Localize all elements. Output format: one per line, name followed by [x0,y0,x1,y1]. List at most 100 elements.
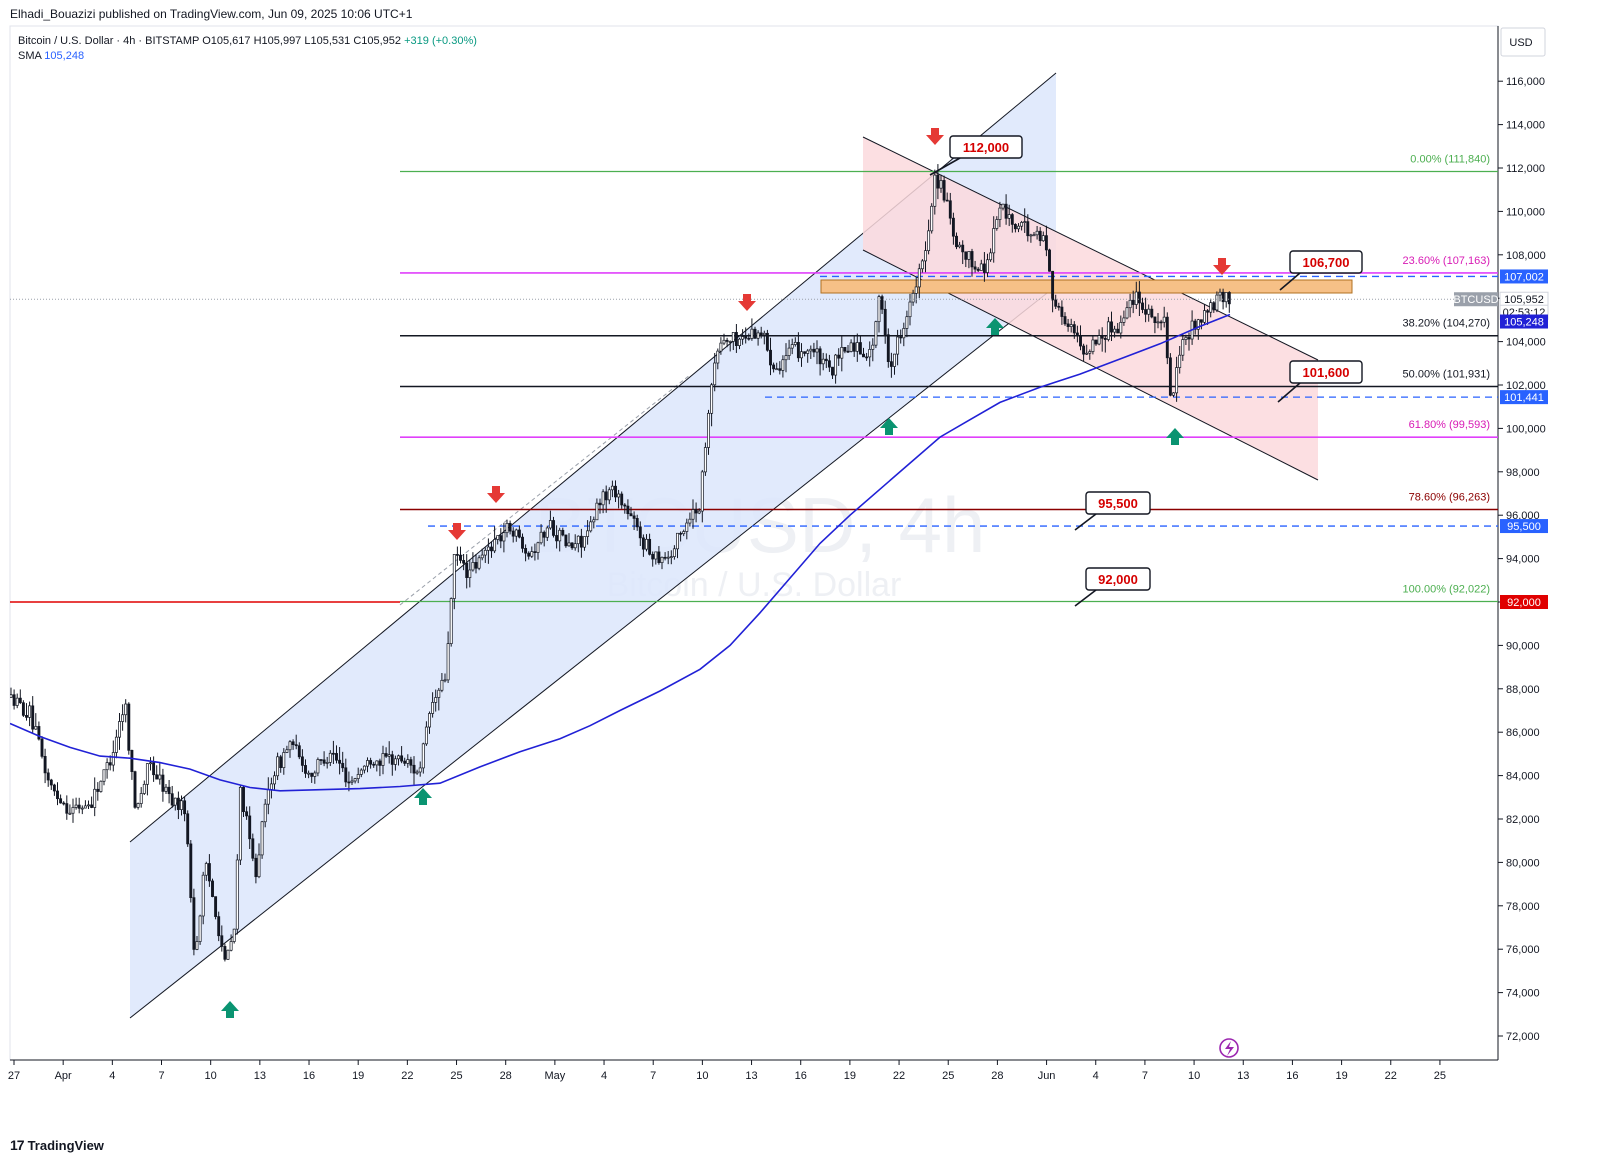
candle-body [955,235,958,248]
candle-body [803,351,807,354]
lightning-icon[interactable] [1219,1038,1239,1058]
candle-body [772,364,776,370]
tradingview-logo-icon: 17 [10,1137,25,1153]
candle-body [902,328,906,339]
candle-body [245,811,249,817]
callout-pointer [929,157,961,176]
green-up-arrow-icon [880,418,898,435]
candle-body [1134,291,1138,305]
candle-body [539,531,543,544]
candle-body [1110,321,1113,333]
candle-body [102,769,106,782]
callout-box [1289,360,1363,384]
candle-body [428,713,431,728]
candle-body [1156,321,1160,324]
candle-body [1196,319,1200,330]
callout-label: 95,500 [1098,496,1138,511]
callout-pointer [1074,513,1097,531]
candle-body [235,859,239,930]
price-callout[interactable]: 112,000 [929,135,1023,176]
candle-body [170,793,174,806]
badge-label: 101,441 [1504,392,1544,404]
fib-level-label: 100.00% (92,022) [1403,584,1490,596]
badge-bg [1500,314,1548,329]
resistance-zone[interactable] [820,279,1353,294]
y-tick-label: 82,000 [1506,814,1540,826]
candle-body [1029,234,1033,237]
candle-body [43,756,47,774]
candlestick-series [10,164,1231,962]
candle-body [176,797,180,810]
currency-label: USD [1509,37,1532,49]
channel-midline [399,374,691,606]
candle-body [778,368,782,371]
candle-body [133,771,137,808]
badge-label: 105,952 [1504,294,1544,306]
price-callout[interactable]: 101,600 [1277,360,1363,403]
y-tick-label: 90,000 [1506,640,1540,652]
candle-body [114,736,118,753]
green-up-arrow-icon [1166,428,1184,445]
candle-body [449,598,453,644]
red-down-arrow-icon [926,128,944,145]
candle-body [486,546,490,551]
candle-body [722,339,726,344]
x-tick-label: Jun [1038,1070,1056,1082]
candle-body [700,471,704,512]
candle-body [483,549,487,556]
x-tick-label: 13 [745,1070,757,1082]
candle-body [1063,316,1067,325]
candle-body [942,180,946,201]
candle-body [558,529,562,542]
sma-label[interactable]: SMA [18,50,42,62]
candle-body [682,531,686,535]
candle-body [1131,299,1135,305]
candle-body [852,342,856,352]
candle-body [713,362,717,386]
price-callout[interactable]: 95,500 [1074,491,1151,531]
candle-body [211,880,214,897]
x-tick-label: 19 [352,1070,364,1082]
candle-body [1094,339,1098,345]
candle-body [716,350,720,364]
price-callout[interactable]: 92,000 [1074,567,1151,607]
candle-body [28,705,32,718]
candle-body [378,760,382,766]
candle-body [201,874,205,917]
candle-body [1085,352,1089,355]
candle-body [933,174,937,207]
candle-body [121,714,125,722]
y-tick-label: 84,000 [1506,771,1540,783]
red-down-arrow-icon [487,486,505,503]
red-down-arrow-icon [1213,258,1231,275]
candle-body [338,759,342,764]
candle-body [1178,354,1182,368]
candle-body [793,342,797,345]
candle-body [818,348,822,365]
candle-body [945,199,949,202]
candle-body [217,916,221,937]
candle-body [459,554,462,561]
green-up-arrow-icon [986,318,1004,335]
falling-channel-upper[interactable] [862,136,1319,361]
rising-channel-lower[interactable] [129,285,1057,1019]
candle-body [530,551,534,557]
candle-body [961,244,965,253]
candle-body [691,509,695,520]
callout-pointer [1277,382,1301,403]
candle-body [313,772,317,777]
candle-body [948,200,952,219]
candle-body [40,738,44,757]
sma-line[interactable] [10,313,1231,792]
candle-body [880,296,884,310]
price-callout[interactable]: 106,700 [1279,250,1363,291]
candle-body [623,504,627,507]
symbol-title[interactable]: Bitcoin / U.S. Dollar · 4h · BITSTAMP [18,35,200,47]
tradingview-logo[interactable]: 17 TradingView [10,1137,104,1153]
candle-body [1209,302,1213,313]
currency-box[interactable] [1500,27,1546,57]
candle-body [660,556,664,564]
candle-body [226,949,230,960]
candle-body [390,754,394,765]
